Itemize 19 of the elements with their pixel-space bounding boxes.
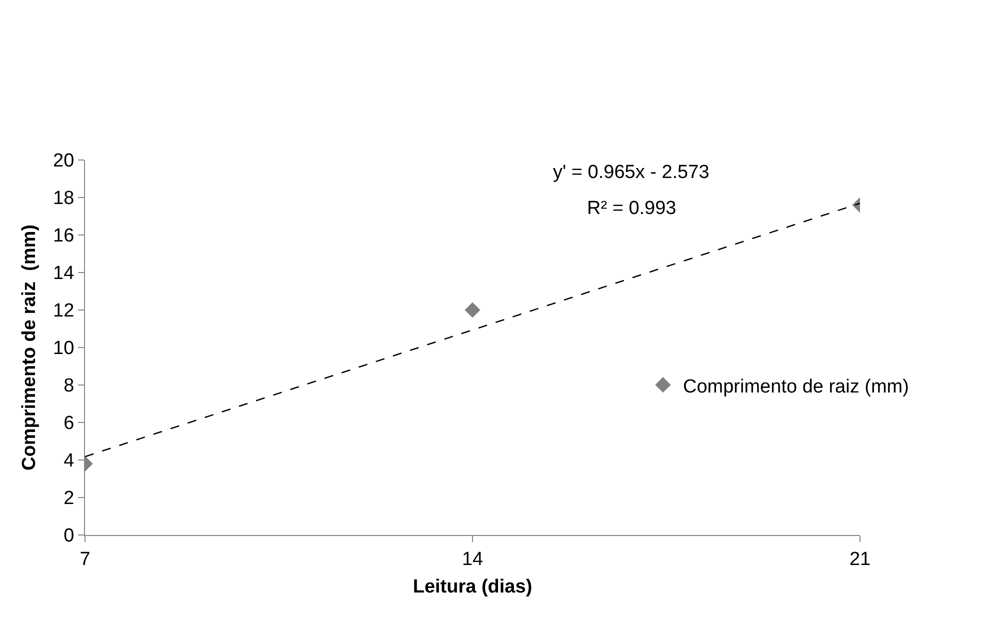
- y-tick-label: 0: [64, 526, 74, 547]
- y-tick-label: 10: [53, 338, 74, 360]
- y-axis-title: Comprimento de raiz (mm): [18, 224, 40, 470]
- annotation: R² = 0.993: [587, 198, 676, 219]
- x-axis-title: Leitura (dias): [412, 576, 532, 598]
- y-tick-label: 20: [53, 150, 74, 172]
- x-tick-label: 21: [849, 548, 871, 570]
- y-tick-label: 4: [64, 450, 75, 472]
- y-tick-label: 18: [53, 188, 74, 210]
- y-tick-label: 6: [64, 413, 74, 434]
- y-tick-label: 16: [53, 226, 74, 247]
- x-tick-label: 7: [80, 548, 90, 570]
- y-tick-label: 8: [64, 376, 74, 397]
- y-tick-label: 12: [53, 300, 74, 322]
- x-tick-label: 14: [462, 548, 484, 570]
- y-tick-label: 14: [53, 263, 75, 284]
- annotation: y' = 0.965x - 2.573: [553, 162, 710, 183]
- legend-label: Comprimento de raiz (mm): [683, 376, 909, 398]
- y-tick-label: 2: [64, 488, 74, 510]
